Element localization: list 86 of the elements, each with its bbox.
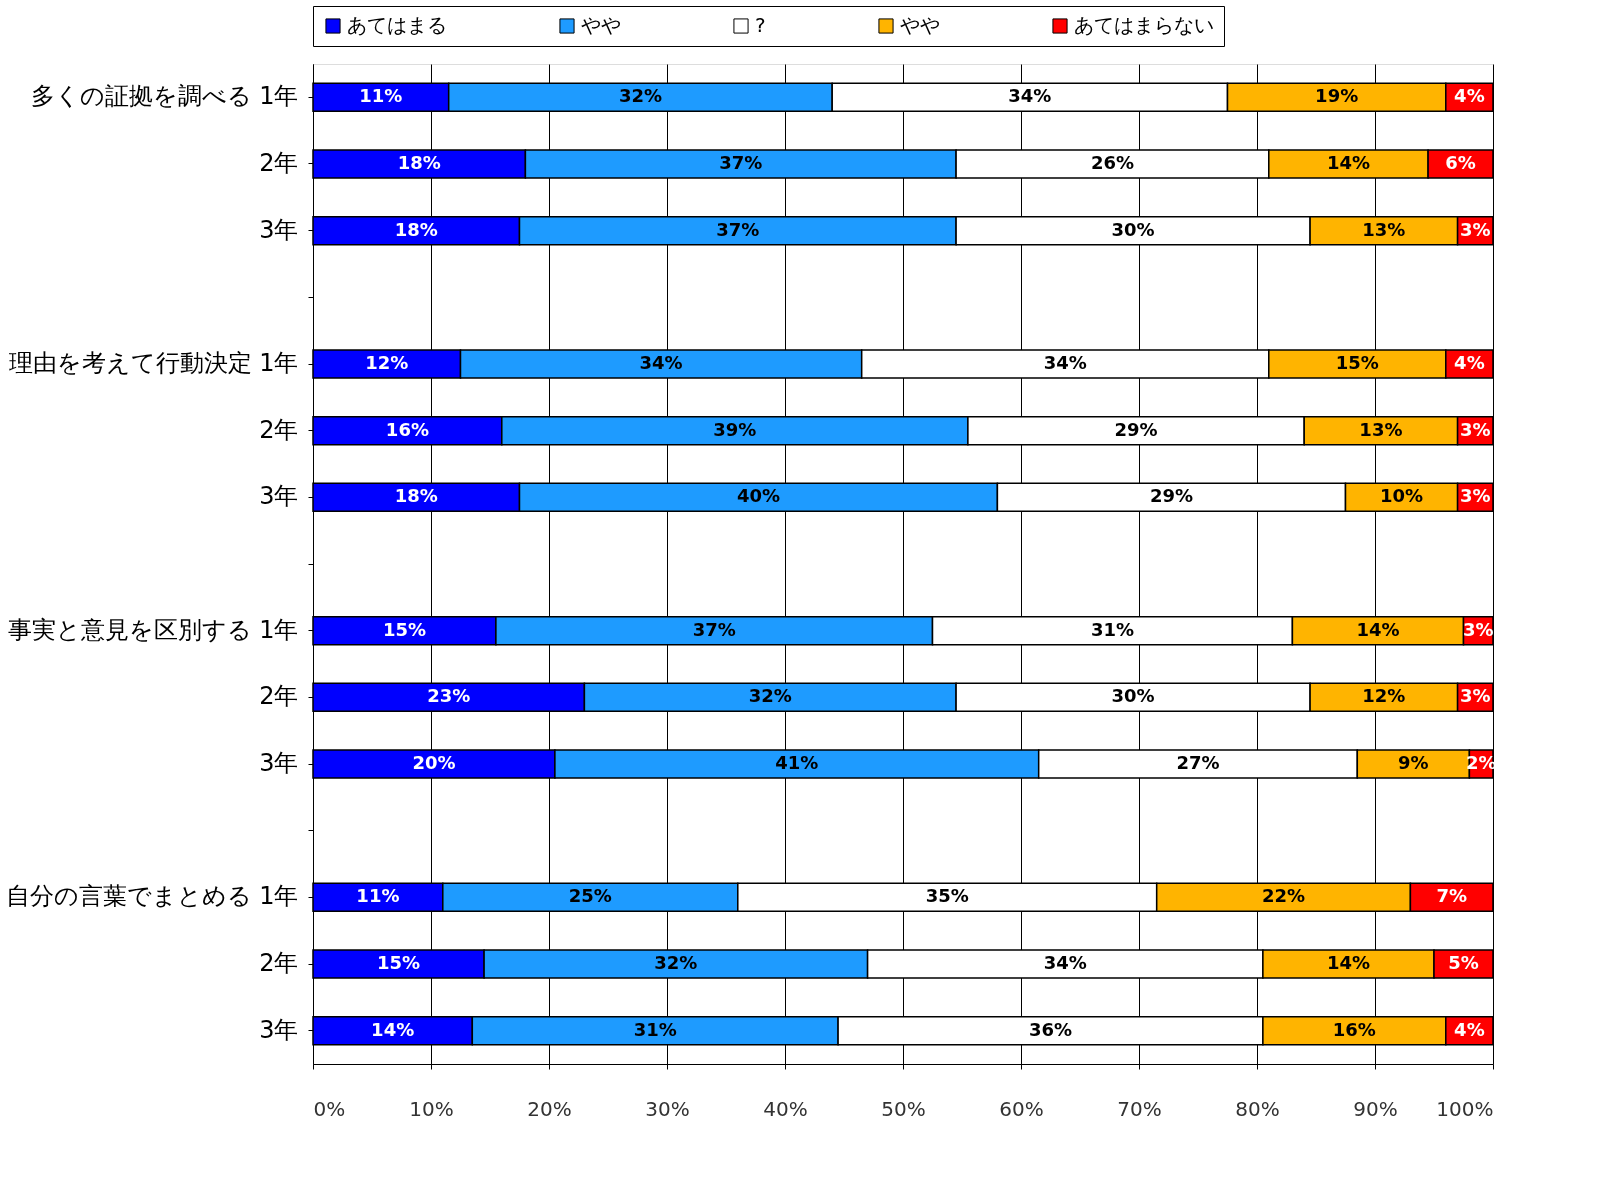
data-label: 7% bbox=[1436, 885, 1467, 907]
data-label: 34% bbox=[1043, 952, 1087, 973]
y-tick-label: 3年 bbox=[259, 482, 299, 511]
data-label: 11% bbox=[356, 885, 400, 907]
data-label: 35% bbox=[925, 885, 969, 907]
x-tick-label: 40% bbox=[763, 1096, 808, 1121]
data-label: 39% bbox=[713, 418, 757, 440]
x-tick-label: 60% bbox=[999, 1096, 1044, 1121]
data-label: 19% bbox=[1315, 85, 1359, 107]
data-label: 37% bbox=[716, 218, 760, 240]
x-tick-label: 10% bbox=[409, 1096, 454, 1121]
data-label: 16% bbox=[385, 418, 429, 440]
data-label: 20% bbox=[412, 752, 456, 773]
data-label: 15% bbox=[382, 618, 426, 640]
data-label: 12% bbox=[1362, 685, 1406, 707]
data-label: 29% bbox=[1149, 485, 1193, 507]
x-tick-label: 0% bbox=[313, 1096, 346, 1121]
data-label: 12% bbox=[365, 352, 409, 373]
y-tick-label: 2年 bbox=[259, 949, 299, 977]
y-tick-label: 事実と意見を区別する 1年 bbox=[7, 615, 299, 644]
data-label: 32% bbox=[654, 952, 698, 973]
y-tick-label: 自分の言葉でまとめる 1年 bbox=[5, 882, 299, 911]
data-label: 3% bbox=[1460, 418, 1491, 440]
data-label: 34% bbox=[1008, 85, 1052, 107]
data-label: 14% bbox=[1326, 152, 1370, 173]
data-label: 29% bbox=[1114, 418, 1158, 440]
data-label: 31% bbox=[633, 1018, 677, 1040]
data-label: 9% bbox=[1398, 752, 1429, 773]
x-tick-label: 80% bbox=[1235, 1096, 1280, 1121]
data-label: 23% bbox=[427, 685, 471, 707]
x-tick-label: 100% bbox=[1436, 1096, 1494, 1121]
data-label: 16% bbox=[1332, 1018, 1376, 1040]
y-tick-label: 3年 bbox=[259, 1015, 299, 1044]
data-label: 36% bbox=[1028, 1018, 1073, 1040]
x-tick-label: 20% bbox=[527, 1096, 572, 1121]
data-label: 10% bbox=[1380, 485, 1424, 507]
data-label: 18% bbox=[397, 152, 441, 173]
legend-label: やや bbox=[581, 13, 621, 37]
legend-label: あてはまらない bbox=[1074, 13, 1214, 37]
x-tick-label: 30% bbox=[645, 1096, 690, 1121]
data-label: 14% bbox=[371, 1018, 415, 1040]
data-label: 37% bbox=[719, 152, 763, 173]
data-label: 18% bbox=[394, 218, 438, 240]
data-label: 5% bbox=[1448, 952, 1479, 973]
y-tick-label: 多くの証拠を調べる 1年 bbox=[30, 82, 299, 111]
data-label: 15% bbox=[1335, 352, 1379, 373]
data-label: 37% bbox=[692, 618, 736, 640]
data-label: 26% bbox=[1090, 152, 1134, 173]
data-label: 6% bbox=[1445, 152, 1476, 173]
data-label: 13% bbox=[1362, 218, 1406, 240]
data-label: 30% bbox=[1111, 218, 1155, 240]
y-tick-label: 2年 bbox=[259, 415, 299, 444]
data-label: 27% bbox=[1176, 752, 1220, 773]
data-label: 34% bbox=[1043, 352, 1087, 373]
data-label: 4% bbox=[1454, 85, 1485, 107]
data-label: 32% bbox=[748, 685, 792, 707]
data-label: 31% bbox=[1090, 618, 1134, 640]
data-label: 18% bbox=[394, 485, 438, 507]
data-label: 41% bbox=[775, 752, 819, 773]
data-label: 14% bbox=[1356, 618, 1400, 640]
legend-label: ? bbox=[755, 13, 766, 37]
x-tick-label: 90% bbox=[1353, 1096, 1398, 1121]
y-tick-label: 3年 bbox=[259, 215, 299, 244]
y-tick-label: 3年 bbox=[259, 749, 299, 777]
data-label: 4% bbox=[1454, 1018, 1485, 1040]
data-label: 25% bbox=[568, 885, 612, 907]
x-tick-label: 70% bbox=[1117, 1096, 1162, 1121]
legend-label: あてはまる bbox=[347, 13, 447, 37]
data-label: 34% bbox=[639, 352, 683, 373]
data-label: 3% bbox=[1460, 485, 1491, 507]
data-label: 3% bbox=[1460, 685, 1491, 707]
data-label: 13% bbox=[1359, 418, 1403, 440]
data-label: 30% bbox=[1111, 685, 1155, 707]
data-label: 15% bbox=[377, 952, 421, 973]
legend-label: やや bbox=[900, 13, 940, 37]
data-label: 4% bbox=[1454, 352, 1485, 373]
data-label: 22% bbox=[1262, 885, 1306, 907]
data-label: 3% bbox=[1460, 218, 1491, 240]
x-tick-label: 50% bbox=[881, 1096, 926, 1121]
y-tick-label: 2年 bbox=[259, 682, 299, 711]
y-tick-label: 2年 bbox=[259, 149, 299, 177]
data-label: 32% bbox=[618, 85, 662, 107]
data-label: 14% bbox=[1326, 952, 1370, 973]
data-label: 11% bbox=[359, 85, 403, 107]
y-tick-label: 理由を考えて行動決定 1年 bbox=[8, 349, 299, 377]
data-label: 40% bbox=[736, 485, 780, 507]
